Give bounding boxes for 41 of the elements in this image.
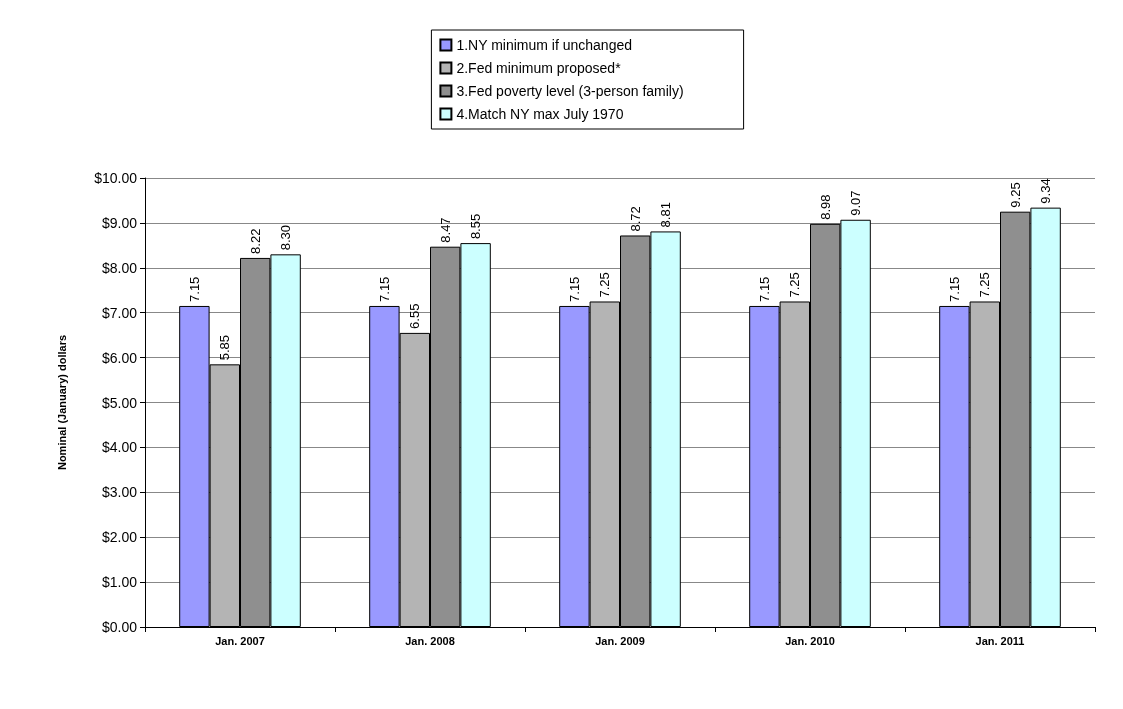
y-tick-label: $2.00: [101, 529, 138, 546]
x-tick-label: Jan. 2010: [785, 634, 835, 647]
data-label: 6.55: [407, 303, 423, 329]
data-label: 8.72: [627, 206, 643, 232]
y-tick-label: $1.00: [101, 574, 138, 591]
data-label: 7.15: [946, 276, 962, 302]
data-label: 7.15: [566, 276, 582, 302]
x-tick-label: Jan. 2009: [595, 634, 645, 647]
y-tick-label: $0.00: [101, 619, 138, 635]
y-tick-label: $4.00: [101, 439, 138, 456]
y-tick-label: $9.00: [101, 214, 138, 231]
y-tick-label: $5.00: [101, 394, 138, 411]
data-label: 7.25: [977, 272, 993, 298]
data-label: 5.85: [217, 335, 233, 361]
data-label: 9.34: [1038, 178, 1054, 204]
data-label: 7.25: [597, 272, 613, 298]
data-label: 8.47: [437, 217, 453, 243]
y-tick-label: $6.00: [101, 349, 138, 366]
data-label: 8.98: [817, 194, 833, 220]
y-tick-label: $10.00: [94, 170, 138, 186]
y-tick-label: $7.00: [101, 304, 138, 321]
x-tick-label: Jan. 2008: [405, 634, 455, 647]
data-label: 7.25: [787, 272, 803, 298]
data-label: 7.15: [376, 276, 392, 302]
data-label: 8.81: [658, 202, 674, 228]
data-label: 8.30: [278, 225, 294, 251]
data-label: 7.15: [186, 276, 202, 302]
data-label: 8.22: [247, 228, 263, 254]
legend-label: 2.Fed minimum proposed*: [456, 60, 622, 76]
data-label: 9.07: [848, 190, 864, 216]
legend-label: 3.Fed poverty level (3-person family): [456, 83, 684, 99]
y-tick-label: $8.00: [101, 259, 138, 276]
y-axis-title: Nominal (January) dollars: [55, 334, 68, 471]
legend-label: 1.NY minimum if unchanged: [456, 37, 633, 53]
x-tick-label: Jan. 2007: [215, 634, 265, 647]
data-label: 9.25: [1007, 182, 1023, 208]
y-tick-label: $3.00: [101, 484, 138, 501]
data-label: 8.55: [468, 213, 484, 240]
x-tick-label: Jan. 2011: [975, 634, 1025, 647]
data-label: 7.15: [756, 276, 772, 302]
legend-label: 4.Match NY max July 1970: [456, 106, 624, 122]
